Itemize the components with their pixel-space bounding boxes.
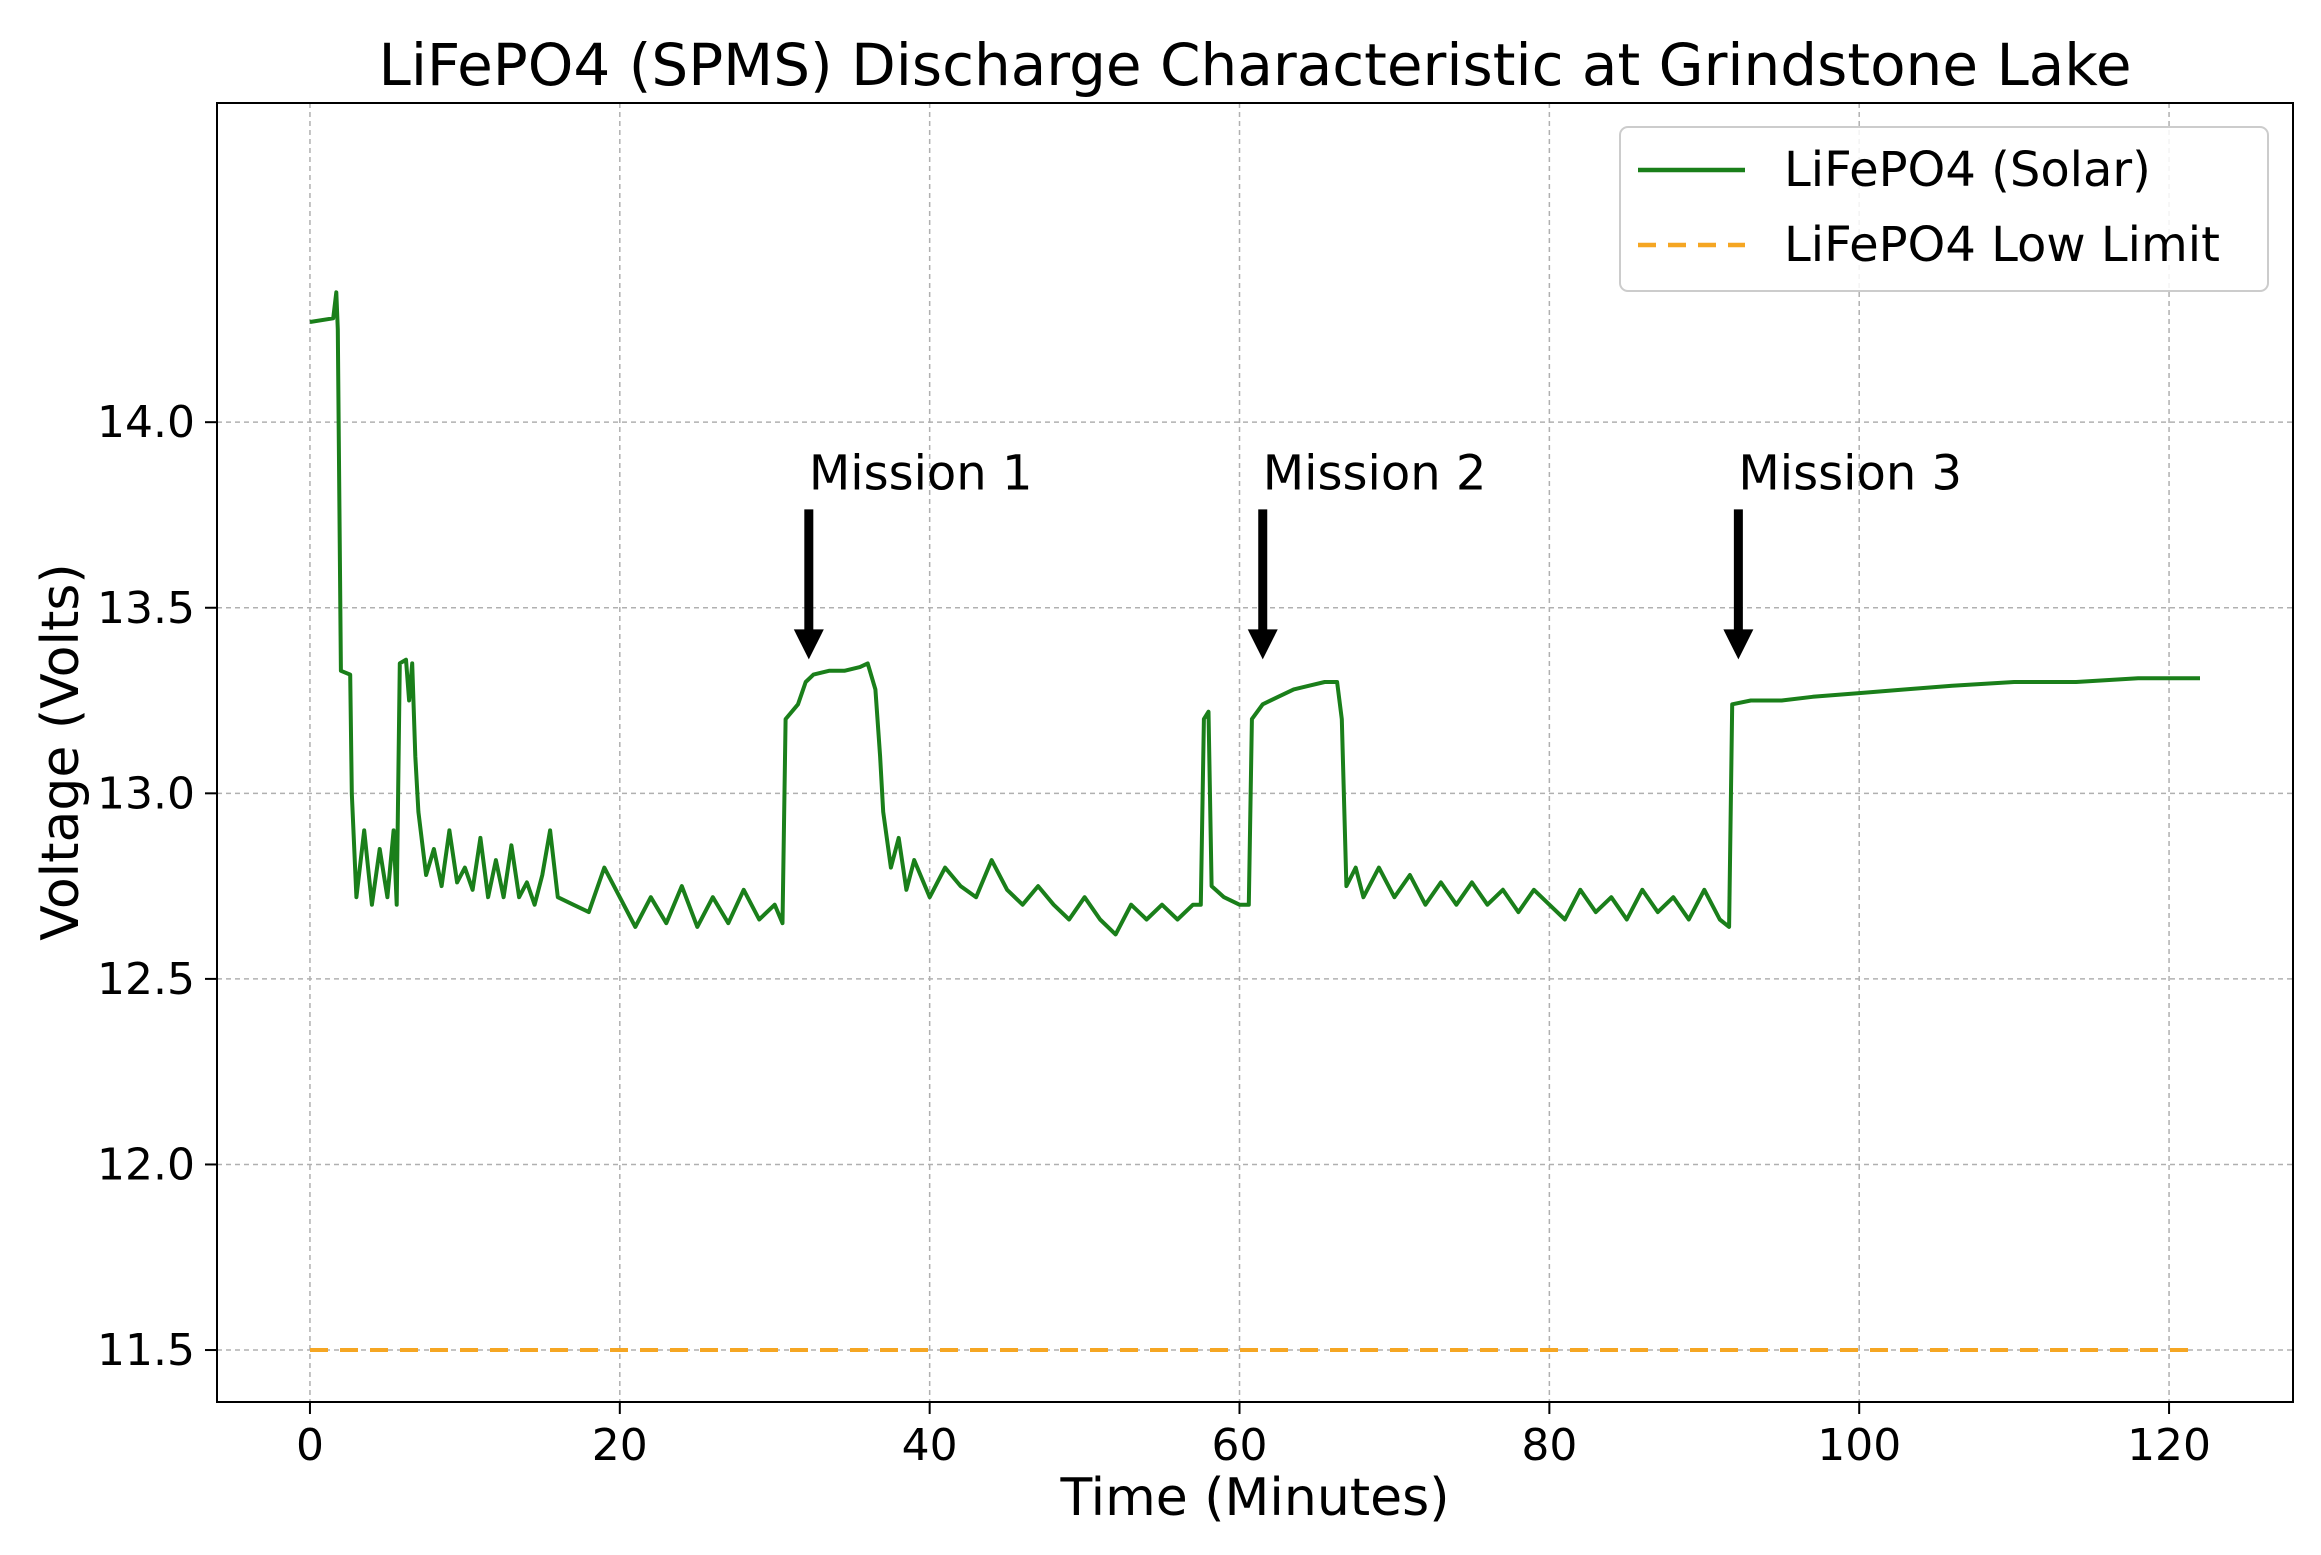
x-tick-label: 120 bbox=[2127, 1420, 2211, 1471]
annotation-label: Mission 1 bbox=[809, 445, 1033, 501]
y-tick-label: 13.0 bbox=[97, 768, 195, 819]
y-tick-label: 12.0 bbox=[97, 1139, 195, 1190]
x-tick-label: 0 bbox=[296, 1420, 324, 1471]
x-tick-label: 80 bbox=[1521, 1420, 1577, 1471]
legend-label-solar: LiFePO4 (Solar) bbox=[1784, 142, 2151, 198]
legend: LiFePO4 (Solar) LiFePO4 Low Limit bbox=[1619, 126, 2269, 292]
mission-annotation-2: Mission 2 bbox=[1247, 445, 1487, 660]
tick-layer: 0 20 40 60 80 100 120 11.5 12.0 12.5 13.0 13.5 14.0 bbox=[97, 397, 2211, 1471]
annotation-arrow-head bbox=[1723, 629, 1754, 660]
legend-label-low-limit: LiFePO4 Low Limit bbox=[1784, 217, 2220, 273]
chart-title: LiFePO4 (SPMS) Discharge Characteristic … bbox=[379, 31, 2132, 99]
x-axis-label: Time (Minutes) bbox=[1059, 1468, 1449, 1528]
x-tick-label: 100 bbox=[1817, 1420, 1901, 1471]
x-tick-label: 40 bbox=[902, 1420, 958, 1471]
legend-box bbox=[1619, 126, 2269, 292]
annotation-label: Mission 3 bbox=[1738, 445, 1962, 501]
y-axis-label: Voltage (Volts) bbox=[31, 563, 91, 940]
annotation-arrow-head bbox=[1247, 629, 1278, 660]
x-tick-label: 60 bbox=[1212, 1420, 1268, 1471]
y-tick-label: 12.5 bbox=[97, 954, 195, 1005]
y-tick-label: 13.5 bbox=[97, 583, 195, 634]
series-layer bbox=[309, 290, 2200, 1352]
annotation-layer: Mission 1 Mission 2 Mission 3 bbox=[793, 445, 1962, 660]
annotation-arrow-head bbox=[793, 629, 824, 660]
mission-annotation-3: Mission 3 bbox=[1723, 445, 1962, 660]
y-tick-label: 11.5 bbox=[97, 1325, 195, 1376]
x-tick-label: 20 bbox=[592, 1420, 648, 1471]
plot-frame bbox=[216, 102, 2294, 1403]
mission-annotation-1: Mission 1 bbox=[793, 445, 1033, 660]
annotation-label: Mission 2 bbox=[1263, 445, 1487, 501]
series-line-solar bbox=[309, 290, 2200, 937]
y-tick-label: 14.0 bbox=[97, 397, 195, 448]
